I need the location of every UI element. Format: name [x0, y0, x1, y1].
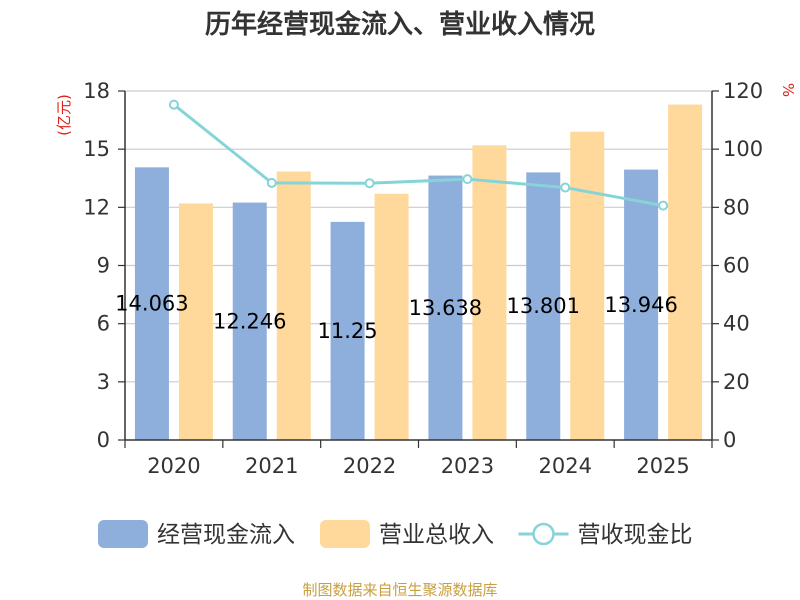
bar-revenue: [472, 145, 507, 441]
x-tick-label: 2025: [636, 454, 689, 478]
ratio-point: [168, 99, 179, 110]
x-tick-label: 2023: [441, 454, 494, 478]
bar-cash-inflow: [134, 167, 169, 441]
right-tick-label: 40: [723, 312, 750, 336]
bar-data-label: 12.246: [213, 309, 286, 333]
x-tick-label: 2024: [539, 454, 592, 478]
left-tick-label: 15: [83, 137, 110, 161]
bar-data-label: 13.638: [409, 296, 482, 320]
left-tick-label: 0: [97, 428, 110, 452]
bar-data-label: 13.801: [507, 294, 580, 318]
bar-revenue: [276, 171, 311, 441]
bar-revenue: [668, 104, 703, 441]
ratio-point: [462, 174, 473, 185]
ratio-point: [658, 200, 669, 211]
legend-label: 营收现金比: [578, 522, 693, 548]
ratio-point: [364, 178, 375, 189]
right-tick-label: 20: [723, 370, 750, 394]
bar-data-label: 14.063: [115, 292, 188, 316]
right-tick-label: 120: [723, 79, 763, 103]
legend-label: 经营现金流入: [157, 522, 295, 548]
source-note: 制图数据来自恒生聚源数据库: [302, 581, 497, 599]
bar-cash-inflow: [624, 169, 659, 441]
bar-revenue: [178, 203, 213, 440]
right-tick-label: 100: [723, 137, 763, 161]
chart-title: 历年经营现金流入、营业收入情况: [205, 9, 595, 40]
right-tick-label: 60: [723, 254, 750, 278]
legend: 经营现金流入 营业总收入 营收现金比: [98, 520, 693, 548]
axes: 0 3 6 9 12 15 18 0 20 40 60 80 100 120 2020 2021 2022 202…: [83, 79, 763, 478]
ratio-point: [266, 177, 277, 188]
bar-revenue: [374, 193, 409, 440]
bar-cash-inflow: [526, 172, 561, 440]
bar-revenue: [570, 131, 605, 440]
bar-cash-inflow: [232, 202, 267, 440]
left-tick-label: 9: [97, 254, 110, 278]
x-tick-label: 2022: [343, 454, 396, 478]
left-tick-label: 3: [97, 370, 110, 394]
bar-data-label: 11.25: [318, 319, 378, 343]
bar-data-label: 13.946: [604, 293, 677, 317]
left-tick-label: 18: [83, 79, 110, 103]
bar-cash-inflow: [330, 221, 365, 440]
legend-marker: [532, 522, 555, 546]
ratio-point: [560, 182, 571, 193]
legend-label: 营业总收入: [379, 522, 494, 548]
bars: [134, 104, 703, 441]
grid-lines: [125, 90, 712, 383]
legend-swatch: [320, 520, 370, 548]
left-axis-unit: (亿元): [55, 94, 73, 136]
bar-cash-inflow: [428, 175, 463, 440]
right-tick-label: 80: [723, 195, 750, 219]
legend-swatch: [98, 520, 148, 548]
data-labels: 14.063 12.246 11.25 13.638 13.801 13.946: [115, 292, 678, 343]
ratio-line: [168, 99, 669, 211]
right-axis-unit: %: [779, 83, 797, 97]
left-tick-label: 6: [97, 312, 110, 336]
left-tick-label: 12: [83, 195, 110, 219]
x-tick-label: 2020: [147, 454, 200, 478]
x-tick-label: 2021: [245, 454, 298, 478]
right-tick-label: 0: [723, 428, 736, 452]
ratio-line-path: [172, 103, 664, 208]
